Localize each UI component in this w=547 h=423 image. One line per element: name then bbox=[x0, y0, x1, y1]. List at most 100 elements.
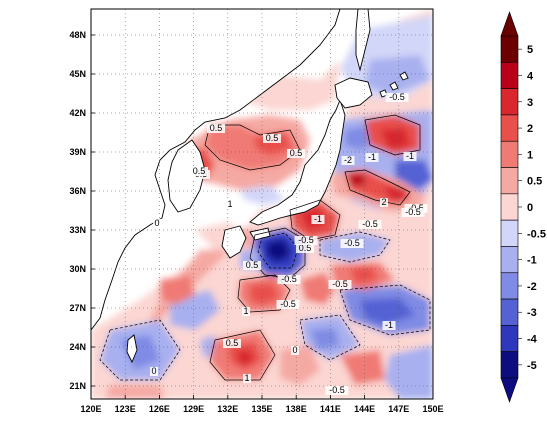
lon-tick-label: 132E bbox=[217, 404, 238, 414]
contour-label: -2 bbox=[344, 155, 352, 165]
contour-label: -0.5 bbox=[405, 207, 421, 217]
contour-label: -0.5 bbox=[389, 92, 405, 102]
contour-label: -1 bbox=[385, 320, 393, 330]
contour-label-bg bbox=[277, 275, 301, 284]
colorbar-swatch bbox=[500, 246, 519, 274]
contour-label-bg bbox=[380, 198, 388, 207]
colorbar-label: 4 bbox=[527, 70, 534, 82]
contour-label-bg bbox=[328, 280, 352, 289]
contour-label: -0.5 bbox=[362, 219, 378, 229]
longitude-axis: 120E 123E 126E 129E 132E 135E 138E 141E 144E 147E… bbox=[80, 395, 444, 414]
lat-tick-label: 48N bbox=[69, 30, 86, 40]
lat-tick-label: 24N bbox=[69, 342, 86, 352]
lon-tick-label: 129E bbox=[183, 404, 204, 414]
colorbar-bottom-arrow bbox=[500, 377, 519, 403]
colorbar: 5 4 3 2 1 0.5 0 -0.5 -1 -2 -3 -4 -5 bbox=[500, 11, 546, 403]
lat-tick-label: 30N bbox=[69, 264, 86, 274]
colorbar-swatch bbox=[500, 272, 519, 300]
contour-label-bg bbox=[401, 208, 425, 217]
colorbar-label: 3 bbox=[527, 97, 533, 109]
contour-label: -1 bbox=[314, 214, 322, 224]
contour-label-bg bbox=[311, 215, 325, 224]
colorbar-label: -4 bbox=[527, 334, 538, 346]
colorbar-label: -1 bbox=[527, 255, 537, 267]
colorbar-label: -5 bbox=[527, 360, 537, 372]
contour-label-bg bbox=[243, 261, 261, 270]
contour-label: -1 bbox=[406, 151, 414, 161]
contour-label-bg bbox=[341, 156, 355, 165]
contour-label-bg bbox=[365, 153, 379, 162]
colorbar-swatch bbox=[500, 140, 519, 168]
colorbar-swatch bbox=[500, 193, 519, 221]
latitude-axis: 21N 24N 27N 30N 33N 36N 39N 42N 45N 48N bbox=[69, 30, 95, 391]
contour-label: -1 bbox=[368, 152, 376, 162]
contour-label: 0.5 bbox=[210, 123, 223, 133]
contour-label: 0 bbox=[292, 345, 297, 355]
contour-label-bg bbox=[243, 374, 251, 383]
colorbar-swatch bbox=[500, 62, 519, 89]
colorbar-label: 0 bbox=[527, 202, 533, 214]
contour-label: 0 bbox=[154, 218, 159, 228]
contour-label: -0.5 bbox=[332, 279, 348, 289]
lon-tick-label: 135E bbox=[251, 404, 272, 414]
lat-tick-label: 36N bbox=[69, 186, 86, 196]
lat-tick-label: 39N bbox=[69, 147, 86, 157]
contour-label: 0.5 bbox=[193, 166, 206, 176]
contour-label: 0.5 bbox=[246, 260, 259, 270]
contour-label-bg bbox=[382, 321, 396, 330]
colorbar-label: 5 bbox=[527, 44, 533, 56]
contour-label-bg bbox=[340, 239, 364, 248]
colorbar-label: -0.5 bbox=[527, 228, 546, 240]
contour-label: 1 bbox=[227, 199, 232, 209]
lon-tick-label: 126E bbox=[149, 404, 170, 414]
contour-label-bg bbox=[263, 134, 281, 143]
colorbar-label: 1 bbox=[527, 149, 533, 161]
contour-label-bg bbox=[287, 149, 305, 158]
lat-tick-label: 42N bbox=[69, 108, 86, 118]
contour-label: -0.5 bbox=[280, 299, 296, 309]
contour-labels: 0.5 0.5 0.5 0.5 -0.5 -2 -1 -1 -0.5 2 -0.5 -0.5 -0.5 0… bbox=[150, 92, 428, 395]
contour-label-bg bbox=[358, 220, 382, 229]
contour-label-bg bbox=[223, 339, 241, 348]
colorbar-top-arrow bbox=[500, 11, 519, 37]
lat-tick-label: 33N bbox=[69, 225, 86, 235]
lon-tick-label: 141E bbox=[320, 404, 341, 414]
lon-tick-label: 144E bbox=[354, 404, 375, 414]
contour-label-bg bbox=[207, 124, 225, 133]
contour-label: 0.5 bbox=[226, 338, 239, 348]
contour-label-bg bbox=[153, 219, 161, 228]
map-plot-area: 0.5 0.5 0.5 0.5 -0.5 -2 -1 -1 -0.5 2 -0.5 -0.5 -0.5 0… bbox=[91, 9, 433, 399]
contour-label-bg bbox=[190, 167, 208, 176]
colorbar-swatch bbox=[500, 35, 519, 63]
colorbar-label: 2 bbox=[527, 123, 533, 135]
colorbar-swatch bbox=[500, 88, 519, 116]
contour-label-bg bbox=[226, 200, 234, 209]
colorbar-swatch bbox=[500, 167, 519, 195]
contour-label-bg bbox=[150, 367, 158, 376]
contour-label-bg bbox=[385, 93, 409, 102]
contour-label: 0.5 bbox=[266, 133, 279, 143]
lon-tick-label: 147E bbox=[388, 404, 409, 414]
contour-label-bg bbox=[296, 244, 314, 253]
contour-label-bg bbox=[276, 300, 300, 309]
colorbar-swatch bbox=[500, 114, 519, 142]
colorbar-swatch bbox=[500, 325, 519, 352]
lat-tick-label: 27N bbox=[69, 303, 86, 313]
colorbar-swatch bbox=[500, 351, 519, 379]
contour-label: -0.5 bbox=[329, 385, 345, 395]
lon-tick-label: 120E bbox=[80, 404, 101, 414]
contour-label: 0 bbox=[151, 366, 156, 376]
lat-tick-label: 21N bbox=[69, 381, 86, 391]
lon-tick-label: 150E bbox=[422, 404, 443, 414]
colorbar-label: -3 bbox=[527, 307, 537, 319]
contour-label: -0.5 bbox=[298, 235, 314, 245]
colorbar-label: -2 bbox=[527, 281, 537, 293]
contour-label: 0.5 bbox=[290, 148, 303, 158]
colorbar-label: 0.5 bbox=[527, 176, 542, 188]
contour-label-bg bbox=[325, 386, 349, 395]
contour-label-bg bbox=[291, 346, 299, 355]
lon-tick-label: 138E bbox=[286, 404, 307, 414]
contour-label: 2 bbox=[381, 197, 386, 207]
contour-label-bg bbox=[294, 236, 318, 245]
